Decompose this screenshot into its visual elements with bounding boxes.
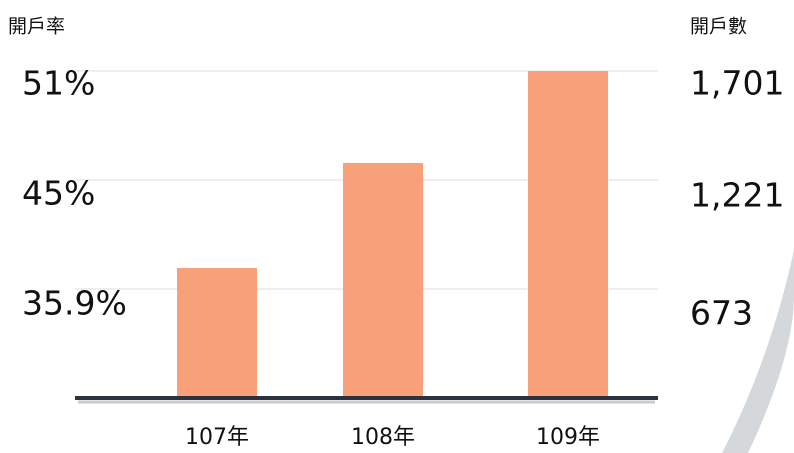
bar [528, 71, 608, 397]
bars [177, 71, 608, 397]
left-header: 開戶率 [8, 16, 65, 38]
count-label: 673 [690, 294, 753, 333]
count-label: 1,221 [690, 176, 784, 215]
x-tick-label: 108年 [351, 425, 415, 450]
decor-arc [722, 250, 794, 453]
bar [177, 268, 257, 397]
x-tick-label: 109年 [536, 425, 600, 450]
right-header: 開戶數 [690, 16, 747, 38]
rate-label: 35.9% [22, 284, 127, 323]
bar [343, 162, 423, 397]
rate-label: 51% [22, 64, 95, 103]
rate-label: 45% [22, 174, 95, 213]
x-tick-label: 107年 [185, 425, 249, 450]
count-label: 1,701 [690, 64, 784, 103]
